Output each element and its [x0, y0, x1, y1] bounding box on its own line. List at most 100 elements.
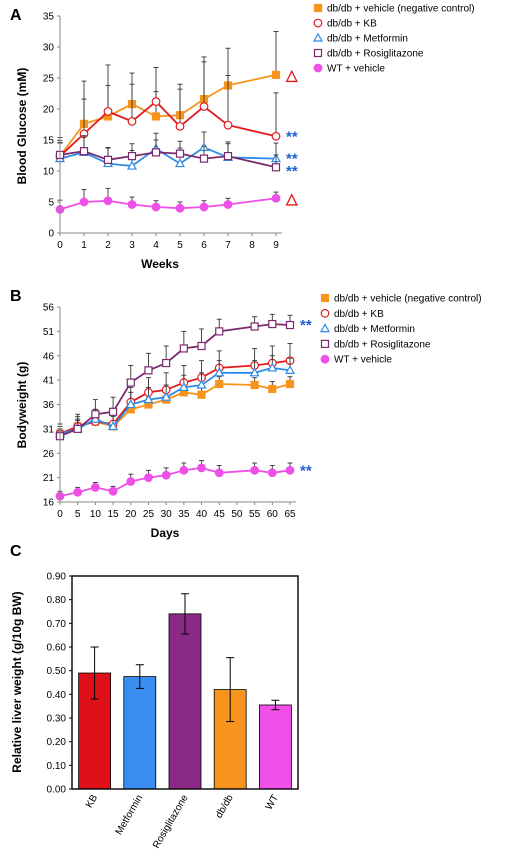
- data-point: [271, 163, 281, 172]
- y-tick-label: 20: [43, 105, 55, 116]
- data-point: [90, 413, 101, 423]
- data-point: [108, 486, 118, 496]
- data-point: [268, 384, 277, 393]
- panel-c-y-axis-title: Relative liver weight (g/10g BW): [10, 591, 24, 772]
- x-tick-label: 15: [108, 509, 120, 520]
- data-point: [197, 463, 206, 473]
- bar-rosiglitazone: [168, 613, 202, 790]
- panel-label-b: B: [10, 288, 22, 305]
- x-tick-label: 55: [249, 509, 261, 520]
- significance-marker: **: [300, 317, 312, 334]
- data-point: [284, 364, 296, 374]
- y-tick-label: 21: [43, 473, 55, 484]
- significance-marker: **: [286, 151, 298, 168]
- legend-item-wt-vehicle: WT + vehicle: [320, 355, 392, 366]
- x-tick-label: 20: [125, 509, 137, 520]
- data-point: [90, 482, 100, 492]
- data-point: [151, 202, 161, 212]
- significance-triangle: △: [285, 67, 298, 84]
- data-point: [268, 319, 277, 329]
- data-point: [250, 465, 260, 475]
- legend-label: db/db + Rosiglitazone: [334, 339, 431, 350]
- y-tick-label: 36: [43, 400, 55, 411]
- data-point: [250, 380, 259, 390]
- data-point: [127, 116, 137, 126]
- x-tick-label: 35: [178, 509, 190, 520]
- y-tick-label: 0.10: [47, 761, 67, 772]
- legend-marker: [313, 18, 323, 28]
- significance-marker: **: [286, 163, 298, 180]
- legend-item-db-db-metformin: db/db + Metformin: [312, 32, 408, 45]
- data-point: [214, 468, 224, 478]
- panel-label-c: C: [10, 543, 22, 560]
- data-point: [215, 379, 224, 389]
- legend-item-db-db-kb: db/db + KB: [320, 308, 384, 320]
- series-line-db-db-metformin: [59, 146, 277, 167]
- data-point: [285, 465, 295, 475]
- legend-marker: [312, 32, 324, 42]
- data-point: [108, 421, 119, 431]
- data-point: [79, 197, 89, 207]
- significance-triangle: △: [285, 190, 298, 207]
- y-tick-label: 51: [43, 327, 55, 338]
- x-tick-label: 60: [267, 509, 279, 520]
- x-tick-label: 9: [273, 240, 279, 251]
- x-tick-label: Metformin: [114, 793, 146, 837]
- data-point: [103, 155, 113, 164]
- panel-label-a: A: [10, 7, 22, 24]
- x-tick-label: 30: [161, 509, 173, 520]
- data-point: [103, 196, 113, 206]
- panel-b-legend: db/db + vehicle (negative control) db/db …: [319, 293, 482, 366]
- legend-marker: [319, 323, 331, 333]
- data-point: [151, 148, 161, 157]
- legend-item-db-db-rosiglitazone: db/db + Rosiglitazone: [320, 339, 431, 350]
- data-point: [127, 152, 137, 161]
- data-point: [126, 477, 136, 486]
- data-point: [144, 366, 153, 375]
- y-tick-label: 0.70: [47, 619, 67, 630]
- y-tick-label: 0.40: [47, 690, 67, 701]
- data-point: [178, 382, 189, 392]
- y-tick-label: 46: [43, 351, 55, 362]
- series-db-db-metformin: [54, 131, 282, 170]
- legend-marker: [320, 293, 330, 303]
- significance-marker: **: [286, 128, 298, 145]
- legend-label: db/db + vehicle (negative control): [334, 294, 482, 305]
- y-tick-label: 10: [43, 167, 55, 178]
- legend-label: WT + vehicle: [327, 64, 385, 75]
- data-point: [250, 322, 259, 331]
- data-point: [285, 379, 295, 389]
- x-tick-label: 8: [249, 240, 255, 251]
- x-tick-label: db/db: [214, 793, 236, 821]
- data-point: [162, 358, 171, 368]
- y-tick-label: 26: [43, 449, 55, 460]
- data-point: [73, 424, 82, 433]
- panel-b-bodyweight: 16 21 26 31 36 41 46 51 56 0 5 10 15 20 25 30 35 40 45 50 55…: [15, 294, 482, 541]
- x-tick-label: KB: [84, 793, 100, 810]
- x-tick-label: 4: [153, 240, 159, 251]
- data-point: [271, 193, 281, 203]
- x-tick-label: 7: [225, 240, 231, 251]
- series-line-db-db-kb: [59, 100, 277, 157]
- legend-marker: [313, 3, 323, 13]
- data-point: [271, 131, 281, 141]
- data-point: [223, 120, 233, 130]
- legend-label: db/db + Rosiglitazone: [327, 49, 424, 60]
- panel-b-x-axis-title: Days: [151, 526, 180, 540]
- y-tick-label: 0.20: [47, 737, 67, 748]
- x-tick-label: 3: [129, 240, 135, 251]
- legend-marker: [320, 308, 330, 318]
- data-point: [179, 344, 188, 353]
- significance-marker: **: [300, 462, 312, 479]
- data-point: [151, 97, 161, 106]
- legend-item-db-db-rosiglitazone: db/db + Rosiglitazone: [313, 49, 424, 60]
- data-point: [196, 379, 207, 389]
- series-db-db-metformin: [54, 355, 296, 438]
- data-point: [199, 102, 209, 111]
- y-tick-label: 5: [48, 198, 54, 209]
- data-point: [199, 202, 209, 212]
- data-point: [285, 320, 295, 330]
- series-line-wt-vehicle: [59, 197, 277, 211]
- y-tick-label: 0: [48, 229, 54, 240]
- x-tick-label: 40: [196, 509, 208, 520]
